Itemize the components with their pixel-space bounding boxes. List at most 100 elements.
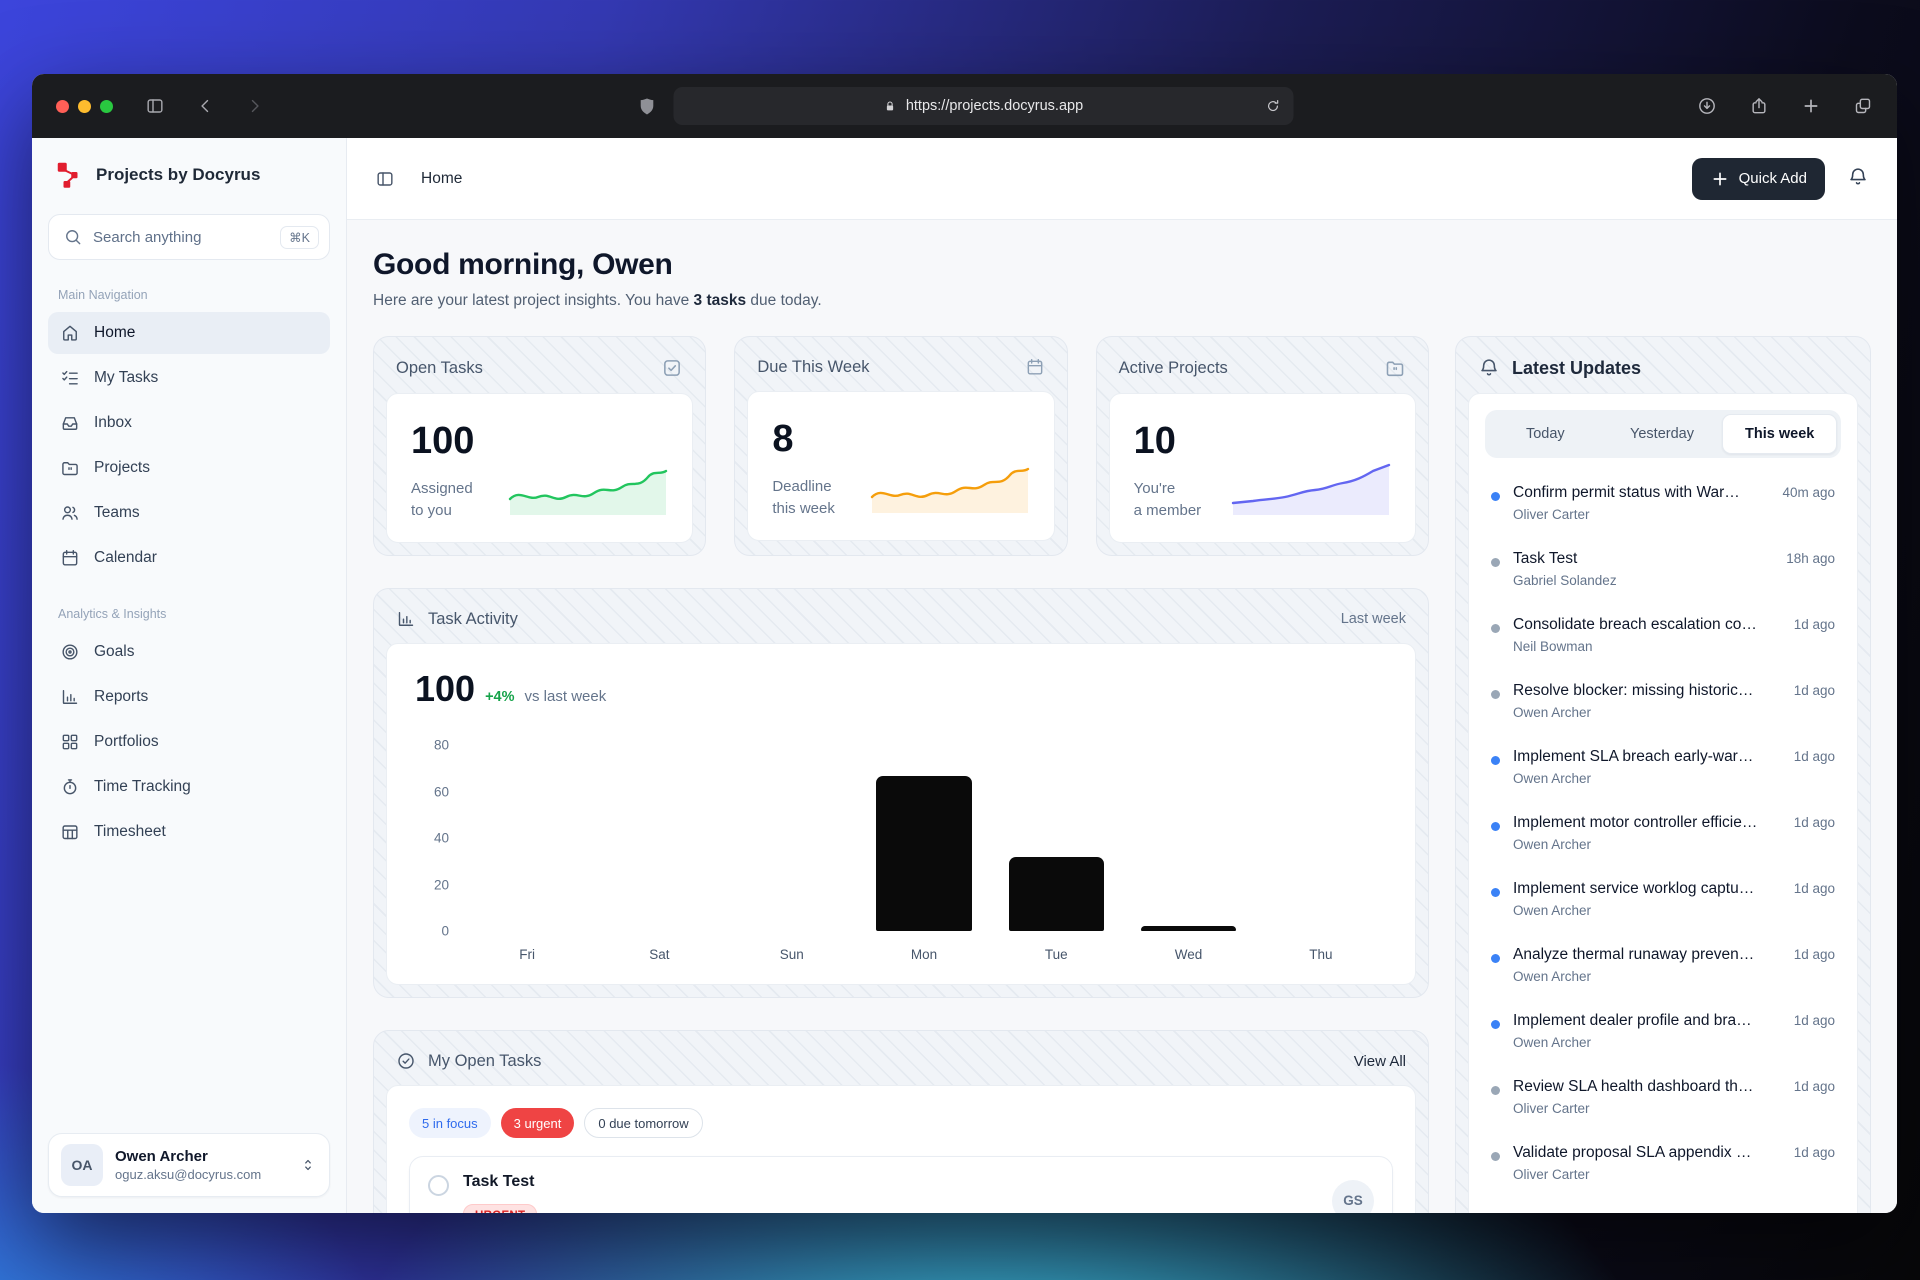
sidebar-item-label: Goals bbox=[94, 643, 135, 660]
update-time: 1d ago bbox=[1793, 1145, 1835, 1160]
task-badge-0-due-tomorrow[interactable]: 0 due tomorrow bbox=[584, 1108, 703, 1138]
sidebar-item-inbox[interactable]: Inbox bbox=[48, 402, 330, 444]
update-title: Confirm permit status with War… bbox=[1513, 484, 1740, 501]
share-icon[interactable] bbox=[1749, 96, 1769, 116]
reload-icon[interactable] bbox=[1264, 98, 1281, 115]
tab-yesterday[interactable]: Yesterday bbox=[1630, 426, 1694, 442]
home-icon bbox=[60, 323, 80, 343]
address-bar[interactable]: https://projects.docyrus.app bbox=[673, 87, 1293, 125]
update-item[interactable]: Implement service worklog captu… Owen Arc… bbox=[1485, 866, 1841, 932]
update-author: Owen Archer bbox=[1513, 837, 1592, 852]
update-title: Implement motor controller efficie… bbox=[1513, 814, 1758, 831]
task-row[interactable]: Task Test URGENT GS bbox=[409, 1156, 1393, 1213]
bar-chart-icon bbox=[396, 609, 416, 629]
stat-card-active-projects: Active Projects 10 You're a member bbox=[1095, 336, 1429, 556]
update-title: Task Test bbox=[1513, 550, 1578, 567]
chart-x-axis-spacer bbox=[415, 931, 461, 970]
stat-card-title: Open Tasks bbox=[396, 358, 483, 377]
app-sidebar-toggle-icon[interactable] bbox=[375, 169, 395, 189]
sidebar-item-portfolios[interactable]: Portfolios bbox=[48, 721, 330, 763]
sidebar-item-timesheet[interactable]: Timesheet bbox=[48, 811, 330, 853]
update-body: Implement dealer profile and bra… Owen Ar… bbox=[1513, 1012, 1781, 1050]
tab-today[interactable]: Today bbox=[1525, 426, 1565, 442]
notifications-button[interactable] bbox=[1847, 166, 1869, 191]
search-input[interactable] bbox=[93, 228, 271, 246]
quick-add-button[interactable]: Quick Add bbox=[1691, 157, 1825, 200]
search-box[interactable]: ⌘K bbox=[48, 214, 330, 260]
update-body: Review SLA health dashboard th… Oliver Ca… bbox=[1513, 1078, 1781, 1116]
update-body: Implement motor controller efficie… Owen … bbox=[1513, 814, 1781, 852]
update-item[interactable]: Task Test Gabriel Solandez 18h ago bbox=[1485, 536, 1841, 602]
update-status-dot bbox=[1491, 624, 1500, 633]
chart-bar-column bbox=[593, 726, 725, 931]
update-item[interactable]: Analyze thermal runaway preven… Owen Arch… bbox=[1485, 932, 1841, 998]
page-subtitle: Here are your latest project insights. Y… bbox=[373, 292, 822, 309]
latest-updates-card: Latest Updates Today Yesterday This week C… bbox=[1455, 336, 1871, 1213]
bar-chart: 0 20 40 60 80 Fri Sat Sun Mon Tue Wed Thu bbox=[415, 726, 1387, 970]
sidebar-item-projects[interactable]: Projects bbox=[48, 447, 330, 489]
update-title: Implement dealer profile and bra… bbox=[1513, 1012, 1752, 1029]
stat-card-body: 100 Assigned to you bbox=[386, 393, 694, 543]
task-activity-card: Task Activity Last week 100 +4% vs last … bbox=[373, 588, 1429, 998]
sidebar-item-label: Timesheet bbox=[94, 823, 166, 840]
update-item[interactable]: Confirm permit status with War… Oliver Ca… bbox=[1485, 470, 1841, 536]
update-body: Analyze thermal runaway preven… Owen Arch… bbox=[1513, 946, 1781, 984]
y-tick-label: 80 bbox=[433, 737, 449, 753]
update-author: Owen Archer bbox=[1513, 705, 1592, 720]
update-author: Owen Archer bbox=[1513, 1035, 1592, 1050]
sidebar-item-home[interactable]: Home bbox=[48, 312, 330, 354]
forward-icon[interactable] bbox=[245, 96, 265, 116]
user-card[interactable]: OA Owen Archer oguz.aksu@docyrus.com bbox=[48, 1133, 330, 1197]
update-author: Owen Archer bbox=[1513, 969, 1592, 984]
sidebar-item-time-tracking[interactable]: Time Tracking bbox=[48, 766, 330, 808]
update-author: Owen Archer bbox=[1513, 771, 1592, 786]
new-tab-icon[interactable] bbox=[1801, 96, 1821, 116]
tab-this-week[interactable]: This week bbox=[1722, 414, 1838, 454]
close-window-button[interactable] bbox=[56, 99, 69, 113]
update-time: 1d ago bbox=[1793, 947, 1835, 962]
sidebar-item-reports[interactable]: Reports bbox=[48, 676, 330, 718]
browser-sidebar-toggle-icon[interactable] bbox=[145, 96, 165, 116]
back-icon[interactable] bbox=[195, 96, 215, 116]
task-priority-badge: URGENT bbox=[463, 1204, 538, 1213]
sidebar-item-calendar[interactable]: Calendar bbox=[48, 537, 330, 579]
chart-bar-column bbox=[990, 726, 1122, 931]
update-title: Validate proposal SLA appendix … bbox=[1513, 1144, 1752, 1161]
update-author: Neil Bowman bbox=[1513, 639, 1593, 654]
chart-bar-column bbox=[1255, 726, 1387, 931]
update-time: 40m ago bbox=[1782, 485, 1835, 500]
update-item[interactable]: Resolve blocker: missing historic… Owen A… bbox=[1485, 668, 1841, 734]
update-item[interactable]: Validate proposal SLA appendix … Oliver C… bbox=[1485, 1130, 1841, 1196]
sidebar-item-teams[interactable]: Teams bbox=[48, 492, 330, 534]
update-item[interactable]: Consolidate breach escalation co… Neil Bo… bbox=[1485, 602, 1841, 668]
chart-delta: +4% bbox=[485, 689, 515, 705]
update-item[interactable]: Implement dealer profile and bra… Owen Ar… bbox=[1485, 998, 1841, 1064]
search-shortcut-badge: ⌘K bbox=[280, 225, 319, 249]
task-badge-5-in-focus[interactable]: 5 in focus bbox=[409, 1108, 491, 1138]
update-item[interactable]: Implement SLA breach early-war… Owen Arch… bbox=[1485, 734, 1841, 800]
open-tasks-card: My Open Tasks View All 5 in focus 3 urgen… bbox=[373, 1030, 1429, 1213]
update-status-dot bbox=[1491, 690, 1500, 699]
update-title: Consolidate breach escalation co… bbox=[1513, 616, 1757, 633]
sidebar-item-goals[interactable]: Goals bbox=[48, 631, 330, 673]
task-badge-3-urgent[interactable]: 3 urgent bbox=[500, 1108, 575, 1138]
y-tick-label: 0 bbox=[441, 923, 449, 939]
stat-card-body: 10 You're a member bbox=[1108, 393, 1416, 543]
stat-card-title: Active Projects bbox=[1118, 358, 1228, 377]
update-item[interactable]: Implement motor controller efficie… Owen … bbox=[1485, 800, 1841, 866]
task-checkbox[interactable] bbox=[428, 1175, 449, 1196]
folder-icon bbox=[1384, 357, 1406, 379]
update-author: Gabriel Solandez bbox=[1513, 573, 1617, 588]
update-item[interactable]: Review SLA health dashboard th… Oliver Ca… bbox=[1485, 1064, 1841, 1130]
downloads-icon[interactable] bbox=[1697, 96, 1717, 116]
sidebar-item-my-tasks[interactable]: My Tasks bbox=[48, 357, 330, 399]
update-body: Implement service worklog captu… Owen Arc… bbox=[1513, 880, 1781, 918]
browser-window: https://projects.docyrus.app Projects by… bbox=[32, 74, 1897, 1213]
tab-overview-icon[interactable] bbox=[1853, 96, 1873, 116]
minimize-window-button[interactable] bbox=[78, 99, 91, 113]
privacy-shield-icon[interactable] bbox=[636, 96, 657, 117]
zoom-window-button[interactable] bbox=[100, 99, 113, 113]
view-all-link[interactable]: View All bbox=[1353, 1052, 1406, 1070]
update-title: Review SLA health dashboard th… bbox=[1513, 1078, 1754, 1095]
breadcrumb[interactable]: Home bbox=[421, 169, 463, 187]
